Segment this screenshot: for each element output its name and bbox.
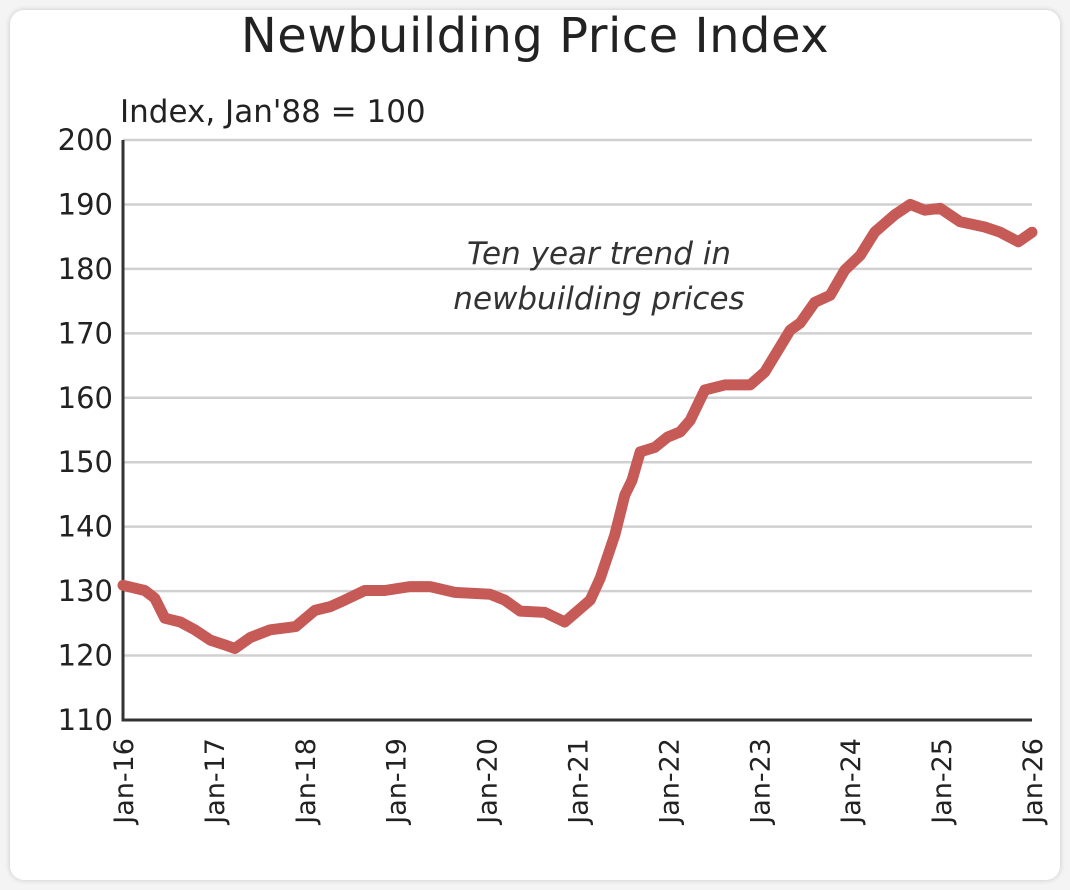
series-group	[117, 198, 1038, 654]
chart-annotation: Ten year trend in newbuilding prices	[414, 232, 784, 322]
x-tick-label: Jan-24	[836, 738, 867, 826]
y-tick-label: 180	[58, 252, 113, 286]
x-tick-label: Jan-18	[291, 738, 322, 826]
x-tick-label: Jan-21	[564, 738, 595, 826]
y-axis-ticks: 110 120 130 140 150 160 170 180 190 200	[58, 123, 113, 737]
y-tick-label: 110	[58, 703, 113, 737]
annotation-line-2: newbuilding prices	[453, 281, 745, 317]
y-tick-label: 150	[58, 445, 113, 479]
x-axis-ticks: Jan-16 Jan-17 Jan-18 Jan-19 Jan-20 Jan-21 Jan-…	[109, 738, 1049, 826]
x-tick-label: Jan-20	[473, 738, 504, 826]
y-tick-label: 170	[58, 316, 113, 350]
y-tick-label: 160	[58, 381, 113, 415]
y-tick-label: 120	[58, 639, 113, 673]
x-tick-label: Jan-22	[654, 738, 685, 826]
chart-card	[10, 10, 1060, 880]
gridlines	[123, 138, 1032, 657]
annotation-line-1: Ten year trend in	[466, 236, 732, 272]
y-axis-label: Index, Jan'88 = 100	[120, 94, 426, 130]
x-tick-label: Jan-17	[200, 738, 231, 826]
x-tick-label: Jan-19	[382, 738, 413, 826]
y-tick-label: 140	[58, 510, 113, 544]
x-tick-label: Jan-26	[1018, 738, 1049, 826]
x-tick-label: Jan-16	[109, 738, 140, 826]
y-tick-label: 200	[58, 123, 113, 157]
x-tick-label: Jan-25	[927, 738, 958, 826]
x-tick-label: Jan-23	[745, 738, 776, 826]
y-tick-label: 130	[58, 574, 113, 608]
y-tick-label: 190	[58, 187, 113, 221]
chart-title: Newbuilding Price Index	[240, 8, 830, 64]
